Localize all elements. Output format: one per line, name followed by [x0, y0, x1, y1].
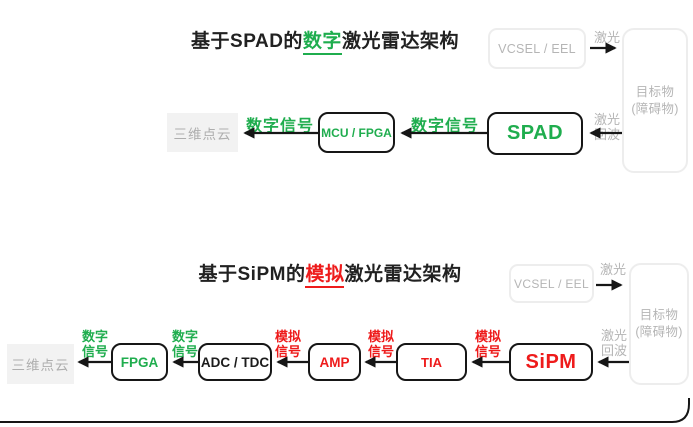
target-line1-top: 目标物: [635, 84, 675, 99]
tia-box: TIA: [396, 343, 467, 381]
sipm-box: SiPM: [509, 343, 593, 381]
digital2-line2: 信号: [81, 343, 108, 359]
sipm-title-prefix: 基于SiPM的: [198, 264, 306, 285]
target-line1-bottom: 目标物: [639, 308, 679, 322]
adc-tdc-box: ADC / TDC: [198, 343, 272, 381]
laser-emit-label-bottom: 激光: [599, 262, 626, 277]
amp-box: AMP: [308, 343, 361, 381]
analog-signal-label-1: 模拟 信号: [471, 329, 505, 359]
pointcloud-label-top: 三维点云: [173, 126, 232, 142]
pointcloud-box-bottom: 三维点云: [7, 344, 74, 384]
laser-emit-label-top: 激光: [593, 30, 620, 45]
analog-signal-label-2: 模拟 信号: [364, 329, 398, 359]
analog-signal-label-3: 模拟 信号: [271, 329, 305, 359]
sipm-diagram-title: 基于SiPM的模拟激光雷达架构: [155, 259, 505, 288]
sipm-title-highlight: 模拟: [305, 264, 345, 288]
echo-line1-top: 激光: [593, 112, 620, 127]
analog1-line1: 模拟: [474, 329, 501, 344]
echo-line2-bottom: 回波: [600, 343, 627, 358]
analog3-line2: 信号: [274, 343, 301, 359]
digital-signal-label-top-2: 数字信号: [245, 118, 314, 135]
spad-title-prefix: 基于SPAD的: [191, 31, 303, 52]
mcu-fpga-box: MCU / FPGA: [318, 112, 395, 153]
sipm-label: SiPM: [525, 350, 577, 373]
digital1-line1: 数字: [171, 329, 198, 344]
laser-echo-label-bottom: 激光 回波: [595, 328, 633, 358]
digital-signal-label-top-1: 数字信号: [410, 118, 479, 135]
laser-echo-label-top: 激光 回波: [590, 112, 624, 142]
fpga-box: FPGA: [111, 343, 168, 381]
target-box-bottom: 目标物 (障碍物): [629, 263, 689, 385]
pointcloud-label-bottom: 三维点云: [11, 358, 70, 373]
adc-tdc-label: ADC / TDC: [200, 354, 270, 370]
tia-label: TIA: [421, 354, 442, 370]
vcsel-box-bottom: VCSEL / EEL: [509, 264, 594, 303]
analog2-line1: 模拟: [367, 329, 394, 344]
analog1-line2: 信号: [474, 343, 501, 359]
target-line2-top: (障碍物): [631, 101, 679, 116]
digital2-line1: 数字: [81, 329, 108, 344]
spad-title-highlight: 数字: [302, 31, 342, 55]
vcsel-label-top: VCSEL / EEL: [498, 41, 576, 56]
vcsel-label-bottom: VCSEL / EEL: [514, 276, 589, 291]
spad-box: SPAD: [487, 112, 583, 155]
spad-diagram-title: 基于SPAD的数字激光雷达架构: [150, 26, 500, 55]
target-box-top: 目标物 (障碍物): [622, 28, 688, 173]
mcu-fpga-label: MCU / FPGA: [321, 125, 392, 140]
analog2-line2: 信号: [367, 343, 394, 359]
analog3-line1: 模拟: [274, 329, 301, 344]
pointcloud-box-top: 三维点云: [167, 113, 238, 152]
spad-label: SPAD: [506, 122, 564, 144]
echo-line2-top: 回波: [593, 127, 620, 142]
digital1-line2: 信号: [171, 343, 198, 359]
spad-title-suffix: 激光雷达架构: [341, 31, 459, 52]
fpga-label: FPGA: [120, 354, 159, 370]
sipm-title-suffix: 激光雷达架构: [344, 264, 462, 285]
echo-line1-bottom: 激光: [600, 328, 627, 343]
vcsel-box-top: VCSEL / EEL: [488, 28, 586, 69]
amp-label: AMP: [319, 354, 350, 370]
target-line2-bottom: (障碍物): [635, 325, 683, 339]
digital-signal-label-bottom-1: 数字 信号: [168, 329, 202, 359]
digital-signal-label-bottom-2: 数字 信号: [78, 329, 112, 359]
bottom-border-line: [0, 398, 690, 423]
